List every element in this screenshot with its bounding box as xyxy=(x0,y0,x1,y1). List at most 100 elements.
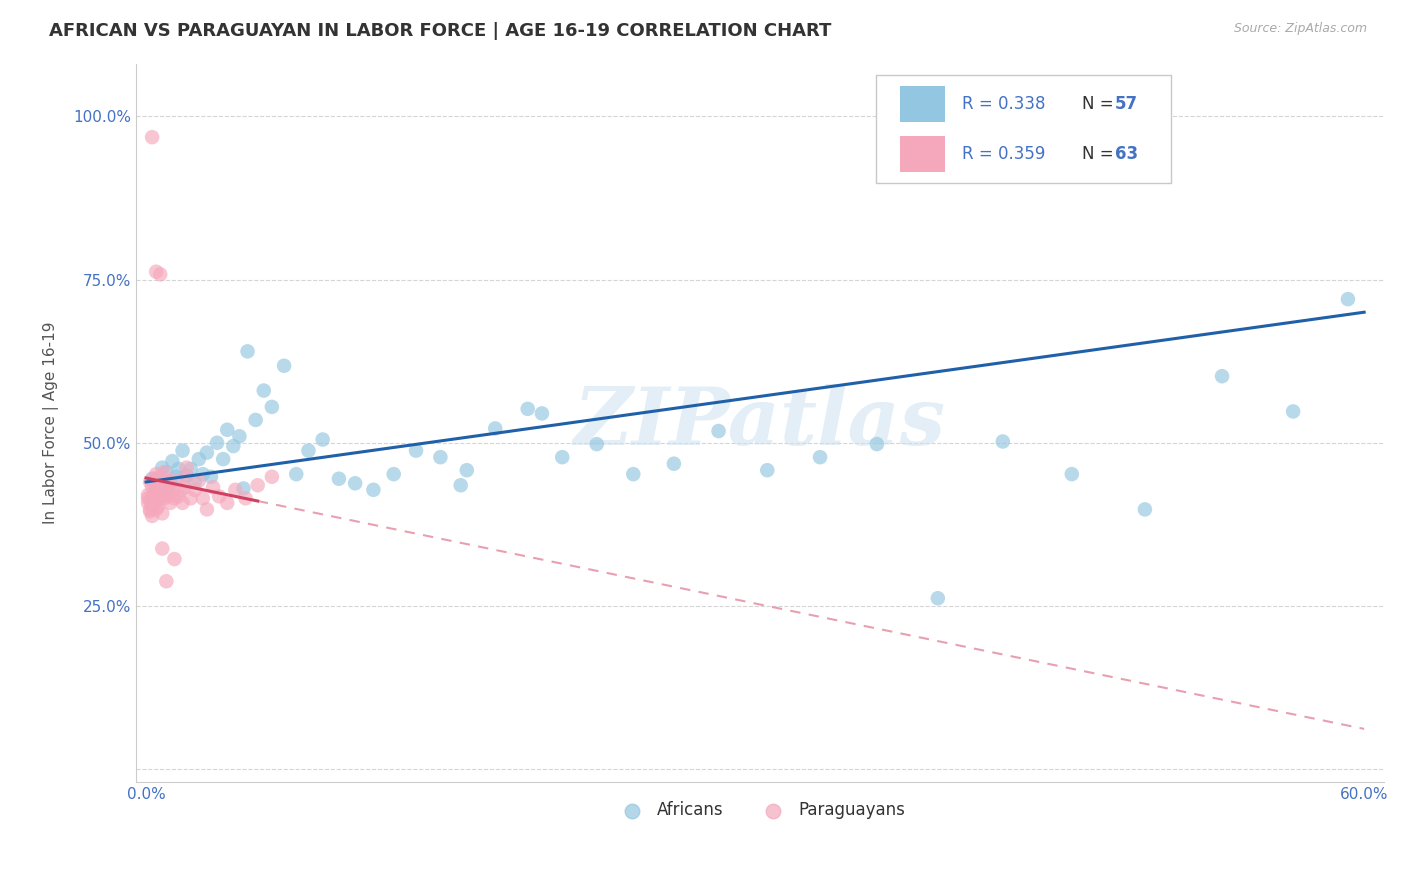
Point xyxy=(195,445,218,459)
Text: N =: N = xyxy=(1083,145,1119,163)
Point xyxy=(173,480,195,494)
Point xyxy=(260,400,283,414)
Point xyxy=(149,268,172,282)
Point xyxy=(176,468,198,483)
Point xyxy=(141,489,163,503)
Point xyxy=(163,491,186,506)
Point xyxy=(212,452,235,467)
Point xyxy=(143,476,166,491)
Point xyxy=(141,480,163,494)
Point xyxy=(551,450,574,465)
Point xyxy=(866,437,889,451)
Point xyxy=(246,478,269,492)
Point xyxy=(172,443,194,458)
Point xyxy=(222,439,245,453)
Point xyxy=(149,482,172,496)
Point xyxy=(405,443,427,458)
Point xyxy=(143,487,166,501)
Point xyxy=(166,469,188,483)
Point xyxy=(136,488,159,502)
Point xyxy=(621,467,644,482)
Point xyxy=(927,591,949,606)
Point xyxy=(148,484,170,499)
FancyBboxPatch shape xyxy=(900,136,945,172)
Point xyxy=(150,541,173,556)
Text: ZIPatlas: ZIPatlas xyxy=(574,384,946,462)
Point xyxy=(145,482,167,496)
Point xyxy=(159,476,181,491)
Point xyxy=(150,506,173,520)
Point xyxy=(149,480,172,494)
Point xyxy=(141,130,163,145)
Text: 57: 57 xyxy=(1115,95,1137,112)
Point xyxy=(153,491,176,506)
Point xyxy=(167,462,190,476)
FancyBboxPatch shape xyxy=(900,86,945,121)
Point xyxy=(176,469,198,483)
Point xyxy=(145,489,167,503)
Point xyxy=(530,406,553,420)
Point xyxy=(1337,292,1360,306)
Point xyxy=(195,502,218,516)
Text: N =: N = xyxy=(1083,95,1119,112)
Point xyxy=(228,429,250,443)
Point xyxy=(224,483,246,497)
Point xyxy=(662,457,685,471)
Point xyxy=(141,500,163,514)
Point xyxy=(1211,369,1233,384)
Point xyxy=(157,480,180,494)
Point xyxy=(191,467,214,482)
Point xyxy=(808,450,831,465)
Point xyxy=(205,435,228,450)
Point xyxy=(191,491,214,506)
Point xyxy=(585,437,607,451)
Point xyxy=(145,502,167,516)
Point xyxy=(167,489,190,503)
Point xyxy=(1282,404,1305,418)
Point xyxy=(382,467,405,482)
Point xyxy=(450,478,472,492)
Point xyxy=(150,489,173,503)
Y-axis label: In Labor Force | Age 16-19: In Labor Force | Age 16-19 xyxy=(44,322,59,524)
Point xyxy=(311,433,333,447)
Point xyxy=(139,493,162,508)
Text: Source: ZipAtlas.com: Source: ZipAtlas.com xyxy=(1233,22,1367,36)
Point xyxy=(176,460,198,475)
Point xyxy=(150,476,173,491)
Point xyxy=(155,483,177,497)
FancyBboxPatch shape xyxy=(876,75,1171,183)
Point xyxy=(991,434,1014,449)
Point xyxy=(184,475,207,489)
Point xyxy=(139,475,162,489)
Point xyxy=(200,469,222,483)
Point xyxy=(150,460,173,475)
Point xyxy=(143,496,166,510)
Point xyxy=(328,472,350,486)
Point xyxy=(141,508,163,523)
Point xyxy=(344,476,367,491)
Point xyxy=(187,452,209,467)
Point xyxy=(707,424,730,438)
Point xyxy=(235,491,257,506)
Point xyxy=(166,474,188,488)
Point xyxy=(139,504,162,518)
Point xyxy=(172,496,194,510)
Point xyxy=(236,344,259,359)
Point xyxy=(1060,467,1083,482)
Point xyxy=(139,502,162,516)
Point xyxy=(456,463,478,477)
Point xyxy=(285,467,308,482)
Point xyxy=(217,496,239,510)
Point xyxy=(143,472,166,486)
Point xyxy=(208,489,231,503)
Point xyxy=(162,484,184,499)
Point xyxy=(169,483,191,497)
Point xyxy=(217,423,239,437)
Point xyxy=(149,469,172,483)
Point xyxy=(155,574,177,589)
Point xyxy=(141,472,163,486)
Point xyxy=(148,493,170,508)
Point xyxy=(484,421,506,435)
Point xyxy=(163,552,186,566)
Point xyxy=(180,491,202,506)
